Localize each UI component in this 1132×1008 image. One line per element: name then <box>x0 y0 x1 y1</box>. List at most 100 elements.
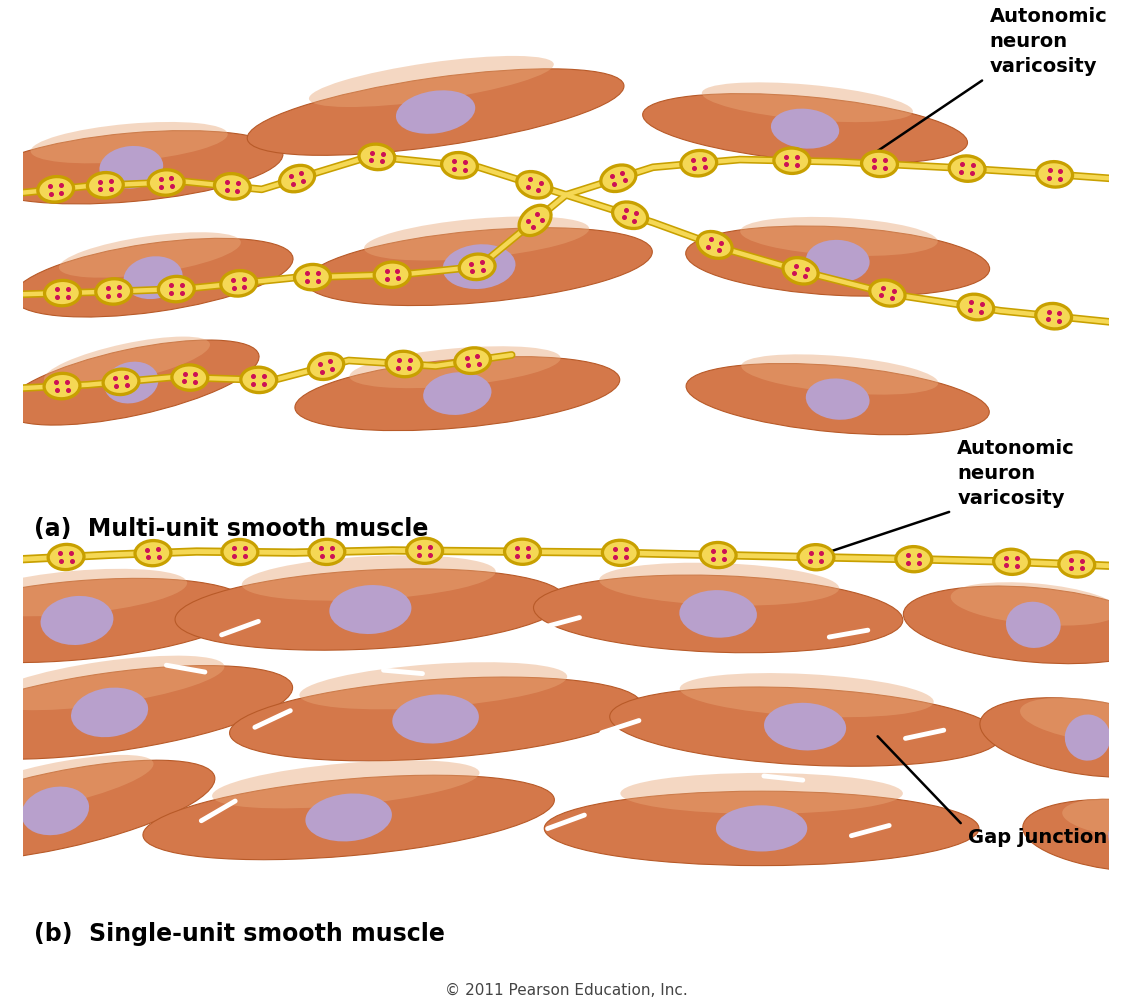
Ellipse shape <box>358 142 396 171</box>
Ellipse shape <box>503 537 542 565</box>
Ellipse shape <box>864 153 895 175</box>
Text: (b)  Single-unit smooth muscle: (b) Single-unit smooth muscle <box>34 922 445 947</box>
Ellipse shape <box>544 791 979 866</box>
Ellipse shape <box>40 178 72 201</box>
Ellipse shape <box>1057 550 1096 579</box>
Ellipse shape <box>295 357 619 430</box>
Ellipse shape <box>1035 160 1074 188</box>
Ellipse shape <box>50 546 83 568</box>
Ellipse shape <box>0 579 250 662</box>
Ellipse shape <box>602 166 634 190</box>
Ellipse shape <box>775 149 808 171</box>
Ellipse shape <box>1062 798 1132 839</box>
Ellipse shape <box>361 146 393 168</box>
Ellipse shape <box>102 368 140 396</box>
Ellipse shape <box>683 152 715 174</box>
Ellipse shape <box>698 541 738 570</box>
Ellipse shape <box>894 545 934 574</box>
Ellipse shape <box>696 230 734 260</box>
Ellipse shape <box>310 355 342 378</box>
Ellipse shape <box>156 275 196 303</box>
Ellipse shape <box>143 775 555 860</box>
Ellipse shape <box>643 94 968 163</box>
Ellipse shape <box>980 698 1132 777</box>
Ellipse shape <box>306 793 392 842</box>
Ellipse shape <box>898 548 931 571</box>
Text: Gap junction: Gap junction <box>968 829 1107 848</box>
Ellipse shape <box>41 596 113 645</box>
Ellipse shape <box>104 362 158 403</box>
Ellipse shape <box>247 69 624 155</box>
Ellipse shape <box>453 346 492 375</box>
Ellipse shape <box>0 755 154 815</box>
Ellipse shape <box>46 542 86 572</box>
Ellipse shape <box>175 569 566 650</box>
Ellipse shape <box>679 149 719 177</box>
Ellipse shape <box>123 256 182 299</box>
Ellipse shape <box>599 163 637 194</box>
Ellipse shape <box>443 244 515 289</box>
Ellipse shape <box>903 586 1132 663</box>
Ellipse shape <box>771 109 839 148</box>
Ellipse shape <box>604 542 636 563</box>
Ellipse shape <box>872 281 903 304</box>
Text: © 2011 Pearson Education, Inc.: © 2011 Pearson Education, Inc. <box>445 983 687 998</box>
Ellipse shape <box>385 350 423 378</box>
Ellipse shape <box>299 662 567 710</box>
Ellipse shape <box>173 367 206 389</box>
Ellipse shape <box>405 536 444 564</box>
Ellipse shape <box>44 337 209 387</box>
Ellipse shape <box>307 352 345 381</box>
Ellipse shape <box>444 154 475 176</box>
Ellipse shape <box>806 240 869 282</box>
Ellipse shape <box>170 363 209 392</box>
Ellipse shape <box>960 295 992 319</box>
Ellipse shape <box>329 585 411 634</box>
Ellipse shape <box>36 175 75 204</box>
Ellipse shape <box>1020 698 1132 743</box>
Ellipse shape <box>221 538 259 566</box>
Ellipse shape <box>781 256 820 285</box>
Ellipse shape <box>105 371 137 393</box>
Ellipse shape <box>388 353 420 375</box>
Ellipse shape <box>517 204 552 237</box>
Ellipse shape <box>160 278 192 300</box>
Ellipse shape <box>951 583 1120 626</box>
Ellipse shape <box>784 259 816 282</box>
Ellipse shape <box>992 547 1031 576</box>
Ellipse shape <box>100 146 163 188</box>
Ellipse shape <box>71 687 148 737</box>
Ellipse shape <box>799 546 832 569</box>
Ellipse shape <box>59 232 241 277</box>
Ellipse shape <box>307 537 346 566</box>
Ellipse shape <box>868 278 907 307</box>
Ellipse shape <box>376 264 409 285</box>
Ellipse shape <box>137 542 170 564</box>
Ellipse shape <box>89 174 121 197</box>
Ellipse shape <box>686 226 989 296</box>
Ellipse shape <box>423 372 491 415</box>
Ellipse shape <box>951 157 984 179</box>
Ellipse shape <box>797 543 835 572</box>
Ellipse shape <box>297 266 328 288</box>
Ellipse shape <box>715 805 807 852</box>
Ellipse shape <box>1023 799 1132 873</box>
Ellipse shape <box>518 173 550 197</box>
Ellipse shape <box>0 665 292 759</box>
Ellipse shape <box>213 172 252 201</box>
Ellipse shape <box>1037 305 1070 328</box>
Ellipse shape <box>599 562 839 606</box>
Ellipse shape <box>224 541 256 562</box>
Ellipse shape <box>149 171 182 194</box>
Ellipse shape <box>0 131 283 204</box>
Text: (a)  Multi-unit smooth muscle: (a) Multi-unit smooth muscle <box>34 517 428 541</box>
Ellipse shape <box>230 677 642 761</box>
Ellipse shape <box>702 83 912 122</box>
Ellipse shape <box>533 576 903 653</box>
Ellipse shape <box>615 204 646 227</box>
Ellipse shape <box>97 280 130 302</box>
Ellipse shape <box>212 760 480 808</box>
Ellipse shape <box>620 773 903 813</box>
Ellipse shape <box>957 292 995 322</box>
Ellipse shape <box>309 55 554 107</box>
